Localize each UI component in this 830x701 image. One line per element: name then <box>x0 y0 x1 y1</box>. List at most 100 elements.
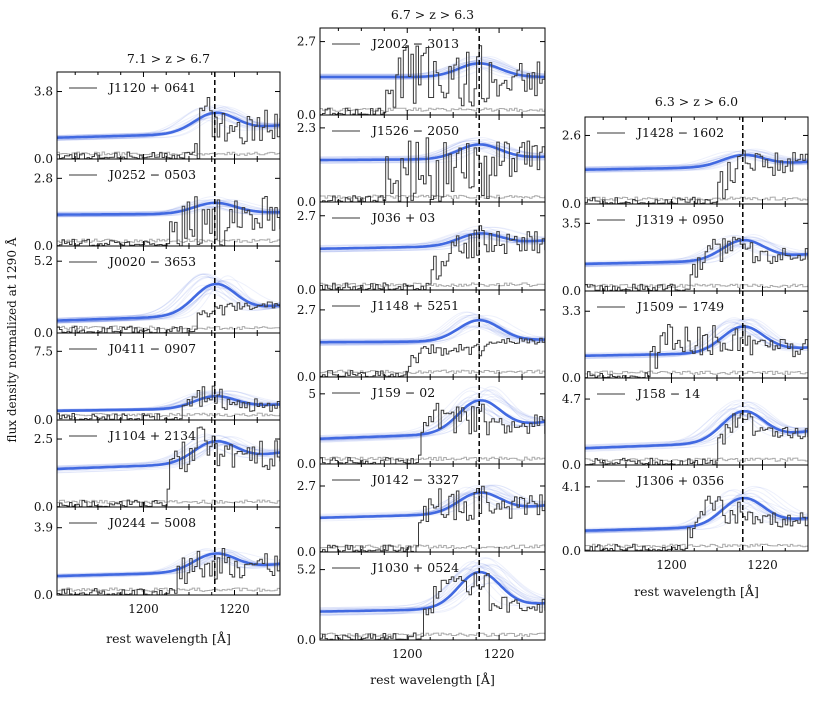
panel: 0.0 3.8 J1120 + 0641 <box>34 71 281 166</box>
predicted-sample-line <box>57 435 280 467</box>
y-tick-label: 2.5 <box>34 432 53 446</box>
predicted-mean-line <box>320 570 545 613</box>
predicted-sample-line <box>57 104 280 137</box>
legend-quasar-name: J1104 + 2134 <box>107 428 196 443</box>
predicted-sample-line <box>320 313 545 341</box>
predicted-sample-line <box>585 156 808 173</box>
panel-plot-area <box>57 273 280 333</box>
predicted-sample-line <box>320 399 545 438</box>
predicted-sample-line <box>585 154 808 173</box>
predicted-sample-line <box>320 60 545 76</box>
predicted-sample-line <box>57 289 280 320</box>
predicted-sample-line <box>320 56 545 75</box>
observed-spectrum-line <box>585 495 808 551</box>
legend-quasar-name: J1148 + 5251 <box>370 298 459 313</box>
predicted-sample-line <box>320 488 545 515</box>
x-axis-label: rest wavelength [Å] <box>106 631 231 646</box>
predicted-sample-line <box>320 137 545 158</box>
noise-spectrum-line <box>320 107 545 112</box>
x-tick-label: 1200 <box>392 647 423 661</box>
panel: 0.0 7.5 J0411 − 0907 <box>34 332 281 427</box>
observed-spectrum-line <box>57 97 280 159</box>
y-tick-label: 0.0 <box>34 326 53 340</box>
panel: 0.0 4.7 J158 − 14 <box>562 377 809 472</box>
predicted-sample-line <box>320 486 545 517</box>
legend-quasar-name: J0411 − 0907 <box>107 341 196 356</box>
predicted-sample-line <box>320 225 545 247</box>
predicted-mean-line <box>320 143 545 162</box>
predicted-sample-line <box>57 275 280 320</box>
predicted-sample-line <box>585 236 808 267</box>
predicted-sample-line <box>320 232 545 252</box>
predicted-sample-line <box>57 436 280 468</box>
predicted-sample-line <box>585 154 808 168</box>
predicted-sample-line <box>320 314 545 341</box>
predicted-sample-line <box>57 273 280 319</box>
observed-spectrum-line <box>57 548 280 595</box>
legend-quasar-name: J036 + 03 <box>370 210 435 225</box>
predicted-sample-line <box>320 581 545 615</box>
predicted-sample-line <box>57 293 280 323</box>
legend-quasar-name: J1030 + 0524 <box>370 560 459 575</box>
observed-spectrum-line <box>320 225 545 290</box>
panel: 0.0 2.3 J1526 − 2050 <box>297 114 546 209</box>
panel: 0.0 2.7 J2002 − 3013 <box>297 27 546 122</box>
panel-plot-area <box>585 485 808 551</box>
x-axis-label: rest wavelength [Å] <box>370 672 495 687</box>
y-tick-label: 0.0 <box>562 544 581 558</box>
legend-quasar-name: J1526 − 2050 <box>370 123 459 138</box>
column-title: 7.1 > z > 6.7 <box>127 51 210 66</box>
y-tick-label: 0.0 <box>34 500 53 514</box>
observed-spectrum-line <box>585 324 808 378</box>
y-tick-label: 5.2 <box>34 254 53 268</box>
y-tick-label: 3.8 <box>34 85 53 99</box>
predicted-sample-line <box>585 157 808 174</box>
noise-spectrum-line <box>585 283 808 288</box>
panel-plot-area <box>585 317 808 378</box>
predicted-sample-line <box>585 493 808 533</box>
predicted-sample-line <box>320 59 545 75</box>
predicted-sample-line <box>57 441 280 472</box>
predicted-sample-line <box>585 502 808 533</box>
panel-plot-area <box>57 385 280 420</box>
predicted-sample-line <box>320 484 545 516</box>
panel-plot-area <box>320 311 545 377</box>
predicted-mean-line <box>585 496 808 532</box>
panel-plot-area <box>320 225 545 290</box>
panel-plot-area <box>585 148 808 204</box>
predicted-sample-line <box>57 280 280 323</box>
predicted-sample-line <box>320 144 545 164</box>
predicted-sample-line <box>585 236 808 267</box>
x-tick-label: 1220 <box>747 558 778 572</box>
observed-spectrum-line <box>320 337 545 377</box>
predicted-sample-line <box>320 557 545 609</box>
panel: 0.0 2.6 J1428 − 1602 <box>562 116 809 211</box>
y-tick-label: 0.0 <box>297 457 316 471</box>
predicted-mean-line <box>57 282 280 322</box>
predicted-sample-line <box>320 400 545 442</box>
predicted-sample-line <box>585 246 808 267</box>
y-tick-label: 2.7 <box>297 479 316 493</box>
predicted-sample-line <box>585 239 808 267</box>
predicted-sample-line <box>585 318 808 358</box>
panel: 0.0 5.2 J0020 − 3653 <box>34 245 281 340</box>
y-tick-label: 0.0 <box>562 284 581 298</box>
panel: 0.0 3.9 J0244 − 5008 <box>34 506 281 602</box>
panel-plot-area <box>320 45 545 115</box>
noise-spectrum-line <box>57 499 280 504</box>
predicted-mean-line <box>57 552 280 578</box>
panel-plot-area <box>320 484 545 552</box>
y-tick-label: 2.8 <box>34 171 53 185</box>
predicted-sample-line <box>57 117 280 141</box>
panel-plot-area <box>57 97 280 159</box>
x-tick-label: 1200 <box>128 602 159 616</box>
predicted-sample-line <box>320 143 545 159</box>
panel: 0.0 2.7 J1148 + 5251 <box>297 289 546 384</box>
panel: 0.0 5 J159 − 02 <box>297 376 546 471</box>
predicted-sample-line <box>585 408 808 451</box>
y-tick-label: 5 <box>308 387 316 401</box>
predicted-sample-line <box>320 568 545 617</box>
predicted-sample-line <box>57 196 280 213</box>
predicted-sample-line <box>320 137 545 158</box>
predicted-sample-line <box>320 147 545 164</box>
